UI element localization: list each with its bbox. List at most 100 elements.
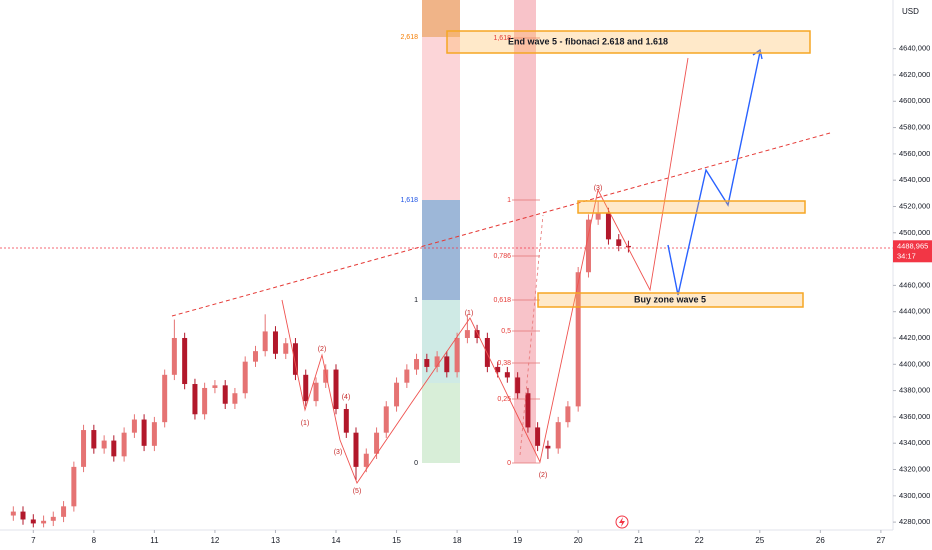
fib-zone <box>422 383 460 463</box>
wave-label: (3) <box>334 449 343 456</box>
candle-body <box>20 511 26 520</box>
candle-body <box>404 369 410 383</box>
y-tick-label: 4420,000 <box>899 333 930 342</box>
candle-body <box>10 511 16 516</box>
candle-body <box>454 337 460 373</box>
candle-body <box>313 382 319 402</box>
candle-body <box>585 219 591 273</box>
y-tick-label: 4460,000 <box>899 280 930 289</box>
candle-body <box>292 343 298 375</box>
x-tick-label: 27 <box>876 536 885 545</box>
fib-label: 0,786 <box>493 253 511 260</box>
candle-body <box>414 359 420 370</box>
candles <box>10 201 631 528</box>
candle-body <box>162 374 168 423</box>
candle-body <box>141 419 147 446</box>
price-tag-label: 4488,965 <box>897 241 928 250</box>
candle-body <box>374 432 380 454</box>
fib-zone <box>422 200 460 300</box>
fib-label: 0 <box>507 460 511 467</box>
x-tick-label: 20 <box>574 536 583 545</box>
resistance-zone <box>577 200 806 214</box>
candle-body <box>202 387 208 415</box>
candle-body <box>131 419 137 433</box>
candle-body <box>504 372 510 378</box>
x-tick-label: 15 <box>392 536 401 545</box>
candle-body <box>242 361 248 394</box>
candle-body <box>595 213 601 220</box>
candle-body <box>535 427 541 446</box>
projection <box>667 51 761 296</box>
x-tick-label: 8 <box>92 536 97 545</box>
candle-body <box>353 432 359 467</box>
candle-body <box>575 272 581 407</box>
price-tag <box>893 240 932 263</box>
candle-body <box>363 453 369 467</box>
candle-body <box>232 393 238 404</box>
y-tick-label: 4300,000 <box>899 491 930 500</box>
x-tick-label: 19 <box>513 536 522 545</box>
target-note: End wave 5 - fibonaci 2.618 and 1.618 <box>508 36 668 46</box>
y-tick-label: 4380,000 <box>899 386 930 395</box>
y-tick-label: 4580,000 <box>899 123 930 132</box>
x-tick-label: 25 <box>755 536 764 545</box>
candle-body <box>616 239 622 246</box>
candle-body <box>252 351 258 362</box>
candle-body <box>464 330 470 338</box>
candle-body <box>171 337 177 375</box>
fib-label: 0,5 <box>501 328 511 335</box>
y-tick-label: 4520,000 <box>899 201 930 210</box>
trend-line <box>171 132 831 317</box>
wave-label: (2) <box>539 472 548 479</box>
candle-body <box>41 520 47 524</box>
candle-body <box>222 385 228 404</box>
x-tick-label: 11 <box>150 536 159 545</box>
x-tick-label: 7 <box>31 536 36 545</box>
fib-levels <box>512 37 540 464</box>
wave-path <box>281 57 689 484</box>
buy-zone <box>537 292 804 308</box>
candle-body <box>50 516 56 521</box>
fib-label: 1 <box>507 197 511 204</box>
wave-label: (4) <box>342 394 351 401</box>
y-tick-label: 4540,000 <box>899 175 930 184</box>
x-tick-label: 18 <box>453 536 462 545</box>
fib-label: 1 <box>414 297 418 304</box>
fib-label: 0 <box>414 460 418 467</box>
x-tick-label: 14 <box>332 536 341 545</box>
x-tick-label: 12 <box>210 536 219 545</box>
y-tick-label: 4500,000 <box>899 228 930 237</box>
candle-body <box>565 406 571 423</box>
wave-label: (3) <box>594 185 603 192</box>
y-tick-label: 4340,000 <box>899 438 930 447</box>
y-tick-label: 4440,000 <box>899 307 930 316</box>
candle-body <box>555 422 561 449</box>
candle-body <box>61 506 67 517</box>
wave-label: (1) <box>301 420 310 427</box>
target-zone <box>446 30 811 54</box>
fib-link <box>519 214 544 456</box>
fib-label: 2,618 <box>400 34 418 41</box>
candle-body <box>192 384 198 415</box>
y-tick-label: 4640,000 <box>899 44 930 53</box>
candle-body <box>495 366 501 373</box>
price-axis <box>893 0 932 550</box>
candle-body <box>333 369 339 410</box>
candle-body <box>30 519 36 524</box>
x-tick-label: 13 <box>271 536 280 545</box>
countdown: 34:17 <box>897 251 916 260</box>
candle-body <box>212 385 218 388</box>
candle-body <box>424 359 430 367</box>
candle-body <box>383 406 389 433</box>
candle-body <box>434 356 440 367</box>
wave-label: (1) <box>465 310 474 317</box>
y-tick-label: 4280,000 <box>899 517 930 526</box>
candle-body <box>121 432 127 457</box>
candle-body <box>444 356 450 373</box>
candle-body <box>272 331 278 354</box>
candle-body <box>283 343 289 354</box>
fib-label: 1,618 <box>493 35 511 42</box>
candle-body <box>101 440 107 449</box>
candle-body <box>394 382 400 407</box>
